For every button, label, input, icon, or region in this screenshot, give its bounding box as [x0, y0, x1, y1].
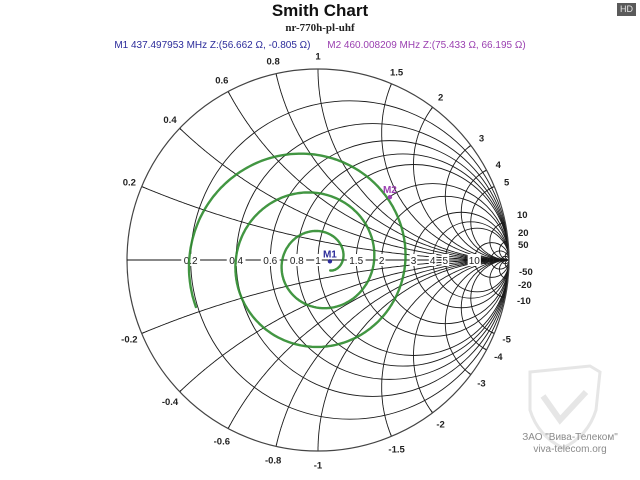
reactance-arc: [489, 221, 509, 261]
reactance-arc: [504, 251, 509, 261]
svg-text:0.8: 0.8: [267, 57, 280, 68]
axis-labels: 0.2 0.4 0.6 0.8 1 1.5 2 3 4 5 10 200.20.40.60.8 11.5…: [121, 52, 533, 472]
reactance-arc: [499, 259, 509, 280]
chart-title: Smith Chart: [271, 1, 369, 20]
svg-text:10: 10: [469, 256, 481, 267]
svg-text:2: 2: [379, 256, 385, 267]
reactance-arc: [504, 259, 509, 269]
svg-text:1: 1: [315, 52, 321, 63]
svg-text:50: 50: [518, 240, 529, 251]
svg-text:-0.8: -0.8: [265, 455, 281, 466]
svg-text:-0.6: -0.6: [214, 436, 230, 447]
svg-text:0.6: 0.6: [215, 76, 228, 87]
svg-text:5: 5: [504, 177, 510, 188]
svg-text:-1: -1: [314, 460, 323, 471]
svg-text:0.4: 0.4: [163, 115, 177, 126]
svg-text:-1.5: -1.5: [388, 445, 405, 456]
marker-m2-readout: M2 460.008209 MHz Z:(75.433 Ω, 66.195 Ω): [327, 40, 526, 51]
reactance-arc: [499, 240, 509, 261]
svg-text:0.2: 0.2: [123, 177, 136, 188]
svg-text:M1: M1: [323, 249, 337, 260]
svg-text:0.6: 0.6: [263, 256, 277, 267]
watermark-url: viva-telecom.org: [533, 444, 607, 455]
svg-text:5: 5: [443, 256, 449, 267]
svg-text:0.8: 0.8: [290, 256, 304, 267]
svg-text:3: 3: [479, 133, 484, 144]
reactance-arc: [470, 259, 508, 334]
svg-text:-2: -2: [436, 419, 444, 430]
markers-layer: M1 M2: [323, 185, 397, 264]
svg-text:3: 3: [411, 256, 417, 267]
svg-text:20: 20: [483, 256, 495, 267]
chart-subtitle: nr-770h-pl-uhf: [285, 22, 355, 34]
marker-readout: M1 437.497953 MHz Z:(56.662 Ω, -0.805 Ω)…: [0, 40, 640, 51]
svg-text:1.5: 1.5: [390, 67, 404, 78]
svg-text:1.5: 1.5: [349, 256, 363, 267]
marker-m1-readout: M1 437.497953 MHz Z:(56.662 Ω, -0.805 Ω): [114, 40, 311, 51]
hd-badge[interactable]: HD: [617, 3, 636, 16]
watermark-company: ЗАО "Вива-Телеком": [522, 432, 618, 443]
reactance-arc: [489, 259, 509, 299]
svg-text:10: 10: [517, 210, 528, 221]
svg-text:4: 4: [496, 160, 502, 171]
marker-m1[interactable]: M1: [323, 249, 337, 264]
svg-text:0.2: 0.2: [184, 256, 198, 267]
svg-text:-4: -4: [494, 352, 503, 363]
svg-text:2: 2: [438, 93, 443, 104]
svg-text:-10: -10: [517, 296, 531, 307]
reactance-arc: [460, 169, 508, 261]
svg-text:1: 1: [315, 256, 321, 267]
reactance-arc: [460, 259, 508, 351]
svg-text:-50: -50: [519, 267, 533, 278]
reactance-arc: [470, 186, 508, 261]
svg-text:-0.2: -0.2: [121, 335, 137, 346]
svg-text:-3: -3: [477, 379, 485, 390]
svg-text:-5: -5: [502, 335, 511, 346]
svg-text:20: 20: [518, 228, 529, 239]
svg-text:-20: -20: [518, 280, 532, 291]
watermark-logo-icon: [528, 364, 602, 450]
svg-text:-0.4: -0.4: [162, 397, 179, 408]
svg-text:4: 4: [430, 256, 436, 267]
marker-m2[interactable]: M2: [383, 185, 397, 200]
impedance-trace: [187, 152, 407, 349]
svg-text:M2: M2: [383, 185, 397, 196]
